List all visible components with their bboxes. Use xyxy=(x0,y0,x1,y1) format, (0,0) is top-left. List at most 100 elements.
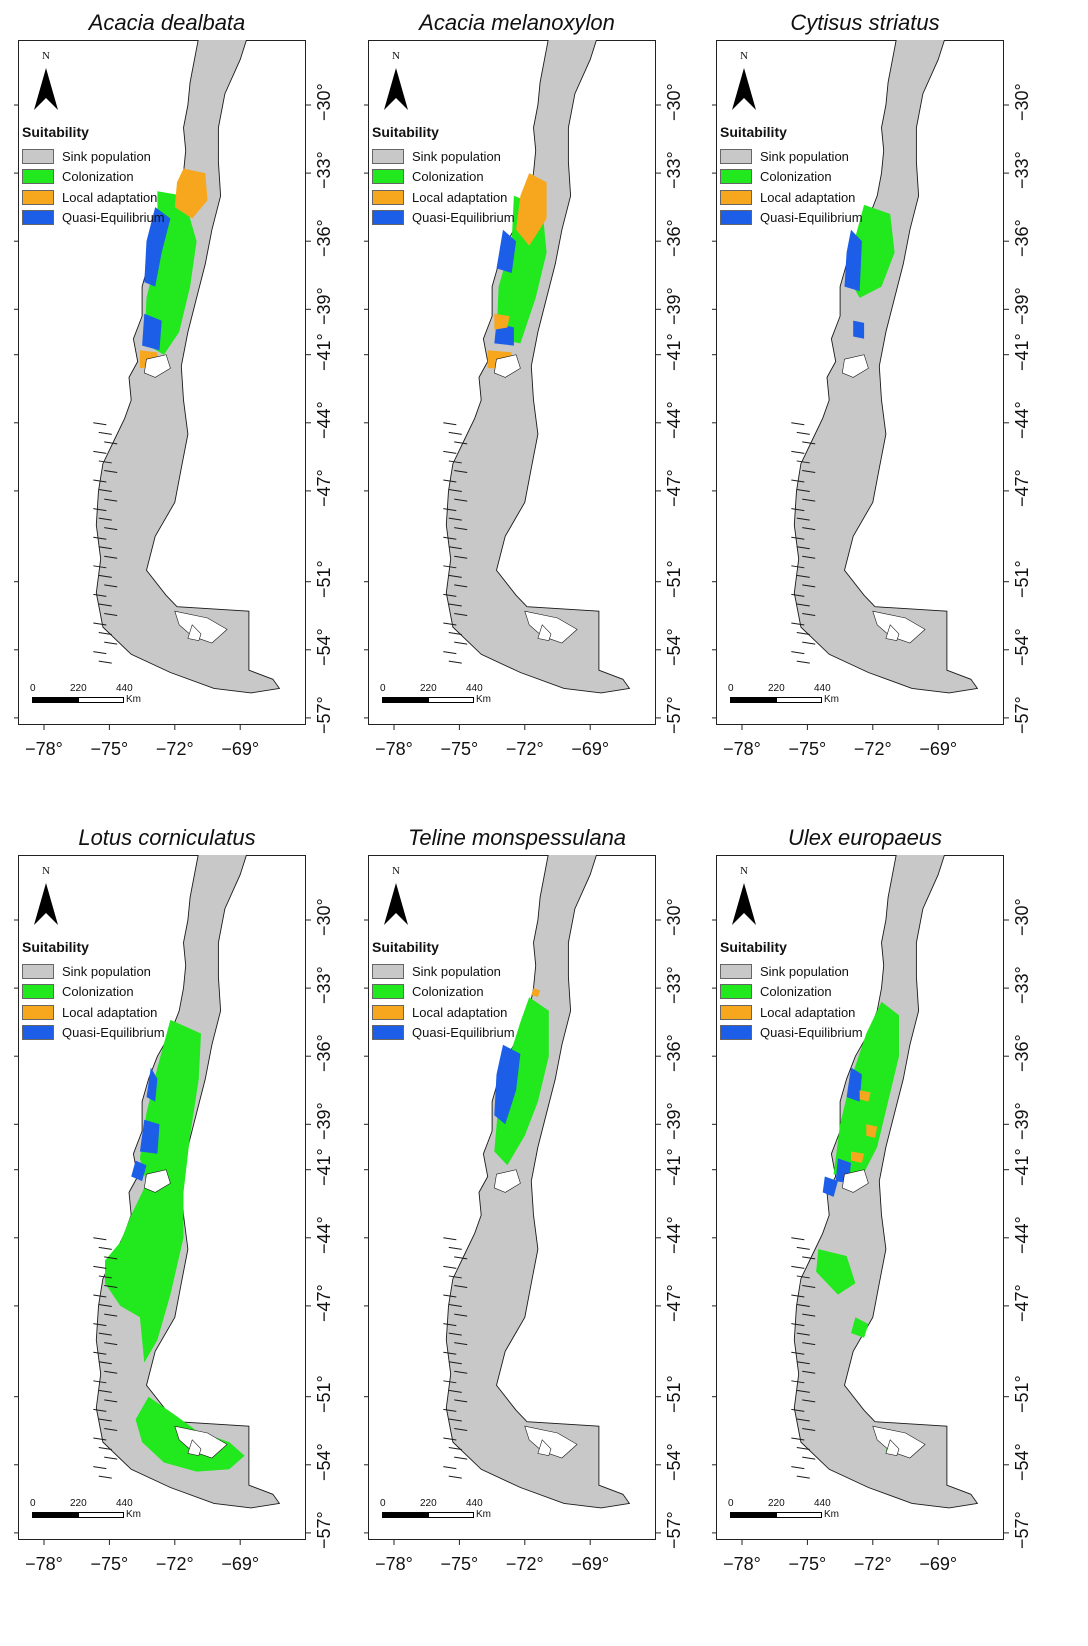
coast-fragment xyxy=(93,1408,107,1412)
water-gap xyxy=(174,610,228,644)
x-tick-label: −75° xyxy=(90,739,129,759)
y-tick-label: −51° xyxy=(314,559,334,598)
y-tick-label: −54° xyxy=(314,1443,334,1481)
y-tick-label: −36° xyxy=(314,1034,334,1073)
coast-fragment xyxy=(802,555,816,559)
coast-fragment xyxy=(454,555,468,559)
legend-item: Colonization xyxy=(22,167,165,188)
y-tick-label: −47° xyxy=(664,469,684,507)
coast-fragment xyxy=(104,1256,118,1260)
legend-item: Local adaptation xyxy=(22,187,165,208)
coast-fragment xyxy=(98,603,112,607)
coast-fragment xyxy=(93,422,107,426)
coast-fragment xyxy=(454,1456,468,1460)
map-title: Acacia melanoxylon xyxy=(419,10,615,35)
map-panel: Acacia melanoxylon N Suitability Sink popul… xyxy=(362,10,692,790)
map-layers xyxy=(443,855,631,1509)
coast-fragment xyxy=(443,593,457,597)
legend-swatch xyxy=(372,1004,404,1020)
coast-fragment xyxy=(93,1466,107,1470)
map-layers xyxy=(791,40,979,694)
y-tick-label: −33° xyxy=(314,966,334,1005)
legend-title: Suitability xyxy=(720,939,787,955)
coast-fragment xyxy=(791,422,805,426)
scale-unit: Km xyxy=(476,1509,491,1520)
water-gap xyxy=(841,1169,869,1193)
coast-fragment xyxy=(802,641,816,645)
legend-label: Quasi-Equilibrium xyxy=(62,1025,165,1041)
coast-fragment xyxy=(802,1342,816,1346)
scale-label: 440 xyxy=(116,1498,133,1509)
x-tick-label: −78° xyxy=(25,1554,63,1574)
x-tick-label: −72° xyxy=(853,739,892,759)
y-tick-label: −54° xyxy=(1012,628,1032,666)
north-arrow-icon xyxy=(384,883,408,925)
legend-item: Local adaptation xyxy=(720,1002,863,1023)
coast-fragment xyxy=(802,1284,816,1288)
land-sink-population xyxy=(445,855,631,1509)
scale-label: 220 xyxy=(70,683,87,694)
x-tick-label: −78° xyxy=(375,1554,413,1574)
y-tick-label: −44° xyxy=(1012,1216,1032,1254)
coast-fragment xyxy=(454,1284,468,1288)
coast-fragment xyxy=(448,1447,462,1451)
water-gap xyxy=(537,1439,552,1457)
coast-fragment xyxy=(791,479,805,483)
coast-fragment xyxy=(791,622,805,626)
coast-fragment xyxy=(796,1246,810,1250)
zone-quasi-equilibrium xyxy=(846,1067,862,1102)
y-tick-label: −47° xyxy=(314,1284,334,1322)
coast-fragment xyxy=(104,441,118,445)
coast-fragment xyxy=(443,1437,457,1441)
legend-swatch xyxy=(720,963,752,979)
coast-fragment xyxy=(98,1304,112,1308)
coast-fragment xyxy=(791,1437,805,1441)
water-gap xyxy=(537,624,552,642)
map-layers xyxy=(791,855,979,1509)
north-arrow-icon xyxy=(34,883,58,925)
y-tick-label: −36° xyxy=(664,219,684,258)
legend-swatch xyxy=(720,1004,752,1020)
legend-label: Local adaptation xyxy=(412,1004,508,1020)
x-tick-label: −75° xyxy=(90,1554,129,1574)
map-title: Ulex europaeus xyxy=(787,825,943,850)
y-tick-label: −54° xyxy=(664,628,684,666)
north-label: N xyxy=(42,50,50,62)
coast-fragment xyxy=(448,1418,462,1422)
legend-title: Suitability xyxy=(720,124,787,140)
north-label: N xyxy=(392,865,400,877)
legend-label: Quasi-Equilibrium xyxy=(412,1025,515,1041)
coast-fragment xyxy=(443,651,457,655)
scale-segment-white xyxy=(78,697,124,703)
coast-fragment xyxy=(791,1351,805,1355)
legend-item: Sink population xyxy=(372,146,515,167)
scale-label: 440 xyxy=(814,683,831,694)
coast-fragment xyxy=(443,1351,457,1355)
coast-fragment xyxy=(454,1313,468,1317)
legend-label: Local adaptation xyxy=(62,1004,158,1020)
coast-fragment xyxy=(98,517,112,521)
map-canvas xyxy=(364,40,661,730)
legend-label: Colonization xyxy=(62,169,134,185)
coast-fragment xyxy=(443,622,457,626)
zone-local-adaptation xyxy=(851,1151,865,1163)
y-tick-label: −33° xyxy=(664,151,684,190)
legend-item: Colonization xyxy=(720,167,863,188)
north-arrow-shape xyxy=(34,68,58,110)
coast-fragment xyxy=(791,508,805,512)
y-tick-label: −57° xyxy=(664,1511,684,1549)
legend-item: Quasi-Equilibrium xyxy=(372,1023,515,1044)
zone-quasi-equilibrium xyxy=(142,313,162,351)
coast-fragment xyxy=(802,527,816,531)
legend-item: Sink population xyxy=(720,961,863,982)
coast-fragment xyxy=(98,1418,112,1422)
y-tick-label: −51° xyxy=(314,1374,334,1413)
coast-fragment xyxy=(791,1294,805,1298)
x-tick-label: −69° xyxy=(571,739,610,759)
scale-label: 220 xyxy=(768,683,785,694)
coast-fragment xyxy=(98,1246,112,1250)
legend-swatch xyxy=(720,189,752,205)
coast-fragment xyxy=(454,527,468,531)
coast-fragment xyxy=(454,1399,468,1403)
coast-fragment xyxy=(443,536,457,540)
